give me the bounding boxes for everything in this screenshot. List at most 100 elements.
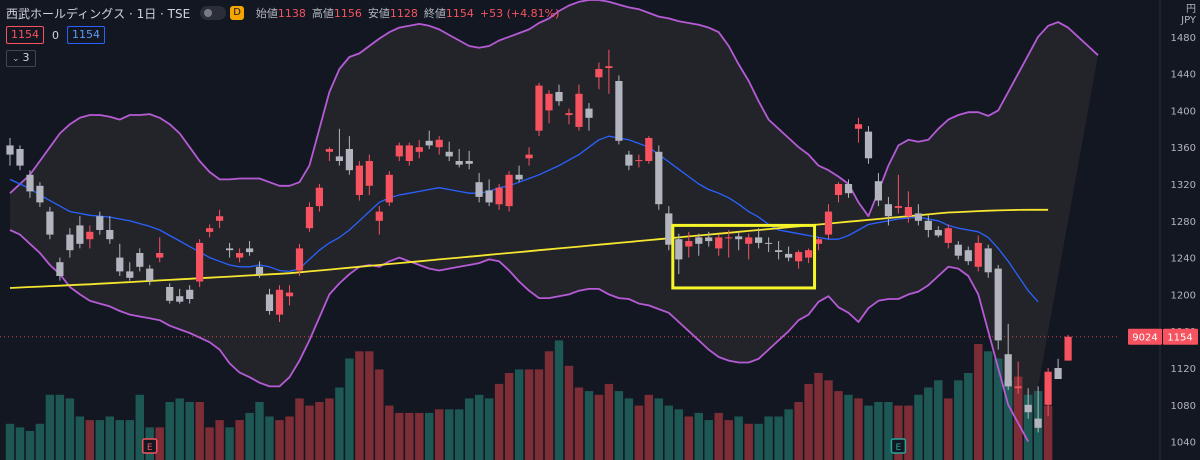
bollinger-lower-line (9, 229, 1029, 443)
volume-bar (704, 420, 713, 460)
volume-bar (644, 394, 653, 460)
candle-body (325, 149, 333, 152)
volume-bar (345, 358, 354, 460)
candle-body (605, 66, 613, 68)
volume-bar (185, 402, 194, 460)
chart-legend: 西武ホールディングス · 1日 · TSE D 始値 1138 高値 1156 安値… (6, 4, 565, 22)
buy-price-button[interactable]: 1154 (67, 26, 105, 44)
volume-bar (215, 420, 224, 460)
currency-unit: JPY (1181, 15, 1196, 26)
candle-body (136, 253, 144, 267)
candle-body (725, 237, 733, 239)
volume-bar (335, 387, 344, 460)
volume-bar (554, 340, 564, 460)
volume-bar (714, 412, 723, 460)
candle-body (525, 154, 533, 159)
price-tag-label: 1154 (1167, 333, 1192, 344)
volume-bar (964, 373, 973, 460)
candle-body (255, 266, 264, 275)
earnings-marker-box (141, 438, 158, 454)
volume-bar (924, 387, 933, 460)
candle-body (196, 242, 204, 282)
volume-bar (504, 373, 514, 460)
candle-body (615, 81, 623, 141)
candle-body (226, 248, 234, 251)
candle-body (26, 174, 34, 192)
volume-bar (984, 351, 993, 460)
volume-bar (594, 394, 604, 460)
volume-bar (534, 369, 544, 460)
close-label: 終値 (423, 7, 446, 20)
sell-price-button[interactable]: 1154 (6, 26, 44, 44)
volume-bar (544, 351, 554, 460)
volume-bar (804, 383, 813, 460)
volume-bar (205, 427, 214, 460)
volume-bar (385, 405, 394, 460)
volume-bar (814, 373, 823, 460)
earnings-marker-box (890, 438, 907, 454)
earnings-marker-icon[interactable]: E (141, 438, 158, 454)
currency-top: 円 (1186, 4, 1196, 15)
candle-body (655, 151, 663, 205)
volume-bar (415, 412, 424, 460)
volume-bar (944, 398, 953, 460)
volume-bar (25, 431, 35, 460)
candle-body (46, 211, 54, 235)
low-label: 安値 (367, 7, 390, 20)
change-value: +53 (+4.81%) (479, 6, 560, 20)
candle-body (415, 147, 423, 152)
volume-bar (784, 409, 793, 460)
volume-bar (694, 412, 703, 460)
volume-bar (1024, 394, 1033, 460)
volume-bar (674, 409, 683, 460)
volume-bar (974, 344, 983, 460)
candle-body (166, 287, 174, 301)
volume-bar (514, 369, 524, 460)
volume-bar (475, 394, 484, 460)
toggle-dot-icon (204, 9, 213, 17)
candle-body (1004, 354, 1012, 387)
volume-bar (864, 405, 873, 460)
volume-bar (265, 416, 274, 460)
volume-bar (604, 383, 614, 460)
high-label: 高値 (311, 7, 334, 20)
symbol-title[interactable]: 西武ホールディングス · 1日 · TSE (6, 6, 191, 21)
visibility-toggle[interactable] (200, 6, 227, 20)
candle-body (785, 253, 793, 258)
candle-body (246, 248, 254, 253)
volume-bar (295, 398, 304, 460)
candle-body (186, 289, 194, 299)
volume-bar (15, 427, 25, 460)
volume-tag (1128, 328, 1162, 345)
bollinger-basis-line (9, 135, 1039, 303)
candle-body (864, 131, 873, 159)
candle-body (585, 108, 593, 118)
highlight-rectangle (671, 223, 817, 290)
indicators-toggle[interactable]: ⌄ 3 (6, 50, 36, 67)
candle-body (545, 93, 553, 111)
candle-body (425, 140, 433, 146)
price-axis-bg (1160, 0, 1200, 460)
volume-bar (445, 409, 454, 460)
volume-bar (794, 402, 803, 460)
earnings-marker-icon[interactable]: E (890, 438, 907, 454)
currency-button[interactable]: 円 JPY (1181, 4, 1196, 26)
candle-body (874, 181, 882, 201)
candle-body (435, 139, 443, 148)
candle-body (814, 239, 823, 244)
volume-bar (165, 402, 174, 460)
candle-body (66, 234, 74, 251)
volume-bar (175, 398, 184, 460)
earnings-marker-label: E (896, 443, 902, 453)
volume-bar (1004, 380, 1013, 460)
price-axis-tick: 1280 (1171, 217, 1196, 228)
candle-body (934, 230, 942, 236)
candle-body (275, 289, 284, 315)
volume-bar (95, 420, 104, 460)
candle-body (595, 69, 603, 78)
volume-bar (484, 398, 494, 460)
candle-body (265, 294, 274, 311)
price-axis-tick: 1200 (1171, 290, 1196, 301)
volume-tag-label: 9024 (1132, 333, 1157, 344)
